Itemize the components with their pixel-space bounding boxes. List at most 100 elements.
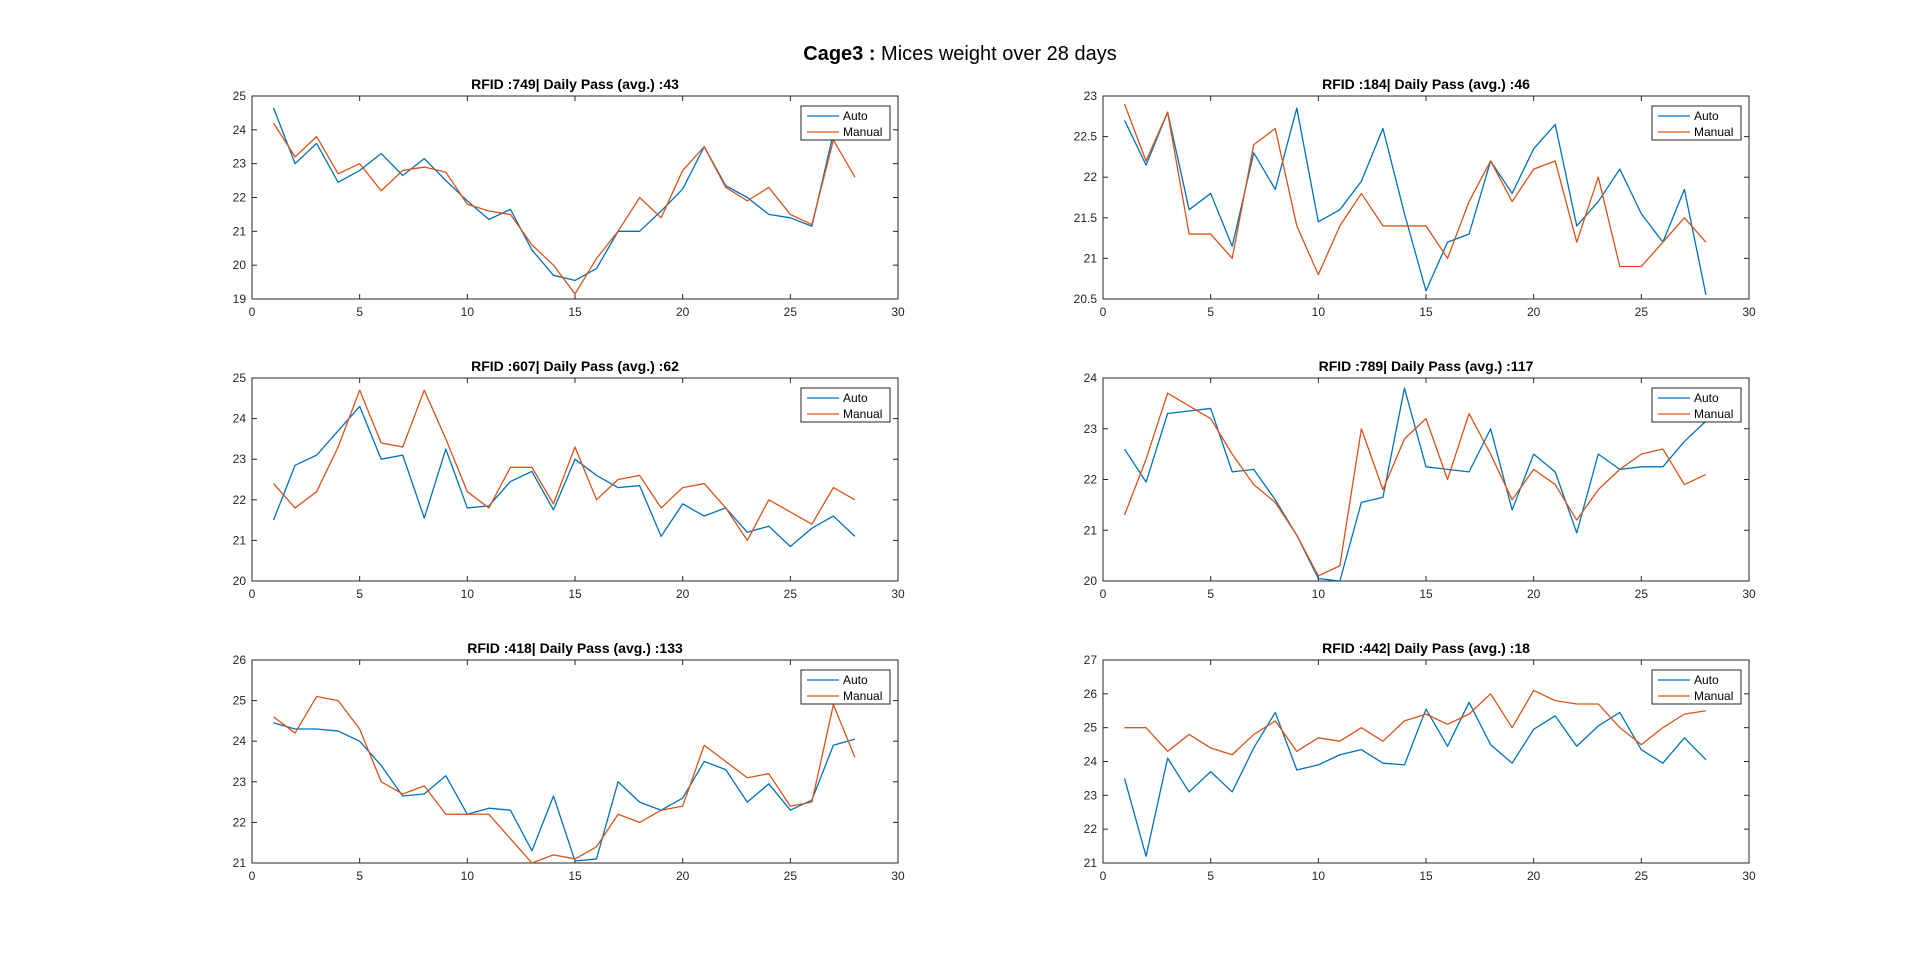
subplot-3: RFID :607| Daily Pass (avg.) :62 0 5 10 15 20… <box>233 358 905 601</box>
series-line-manual <box>273 695 856 863</box>
y-tick-label: 26 <box>1084 687 1098 701</box>
y-tick-label: 22 <box>233 493 247 507</box>
subplot-5: RFID :418| Daily Pass (avg.) :133 0 5 10 15 2… <box>233 640 905 883</box>
y-tick-label: 23 <box>1084 788 1098 802</box>
y-tick-label: 25 <box>1084 721 1098 735</box>
legend-label-auto: Auto <box>1694 391 1719 405</box>
y-tick-label: 19 <box>233 292 247 306</box>
subplot-6: RFID :442| Daily Pass (avg.) :18 0 5 10 15 20… <box>1084 640 1756 883</box>
x-tick-label: 15 <box>568 869 582 883</box>
y-tick-label: 24 <box>233 412 247 426</box>
x-tick-label: 10 <box>461 305 475 319</box>
x-tick-label: 5 <box>1207 869 1214 883</box>
y-tick-label: 25 <box>233 694 247 708</box>
x-tick-label: 20 <box>676 305 690 319</box>
series-line-auto <box>272 107 835 282</box>
legend-box <box>1651 105 1742 141</box>
subplot-title: RFID :749| Daily Pass (avg.) :43 <box>471 76 679 92</box>
x-tick-label: 15 <box>568 305 582 319</box>
x-tick-label: 0 <box>1100 869 1107 883</box>
x-tick-label: 10 <box>1312 587 1326 601</box>
subplot-title: RFID :789| Daily Pass (avg.) :117 <box>1319 358 1534 374</box>
y-tick-label: 23 <box>1084 89 1098 103</box>
y-tick-label: 26 <box>233 653 247 667</box>
series-line-manual <box>272 122 856 295</box>
y-tick-label: 22 <box>1084 170 1098 184</box>
legend-label-manual: Manual <box>843 407 882 421</box>
y-tick-label: 23 <box>233 452 247 466</box>
x-tick-label: 30 <box>1742 587 1756 601</box>
legend-box <box>800 105 891 141</box>
legend: Auto Manual <box>1651 387 1742 423</box>
series-line-manual <box>1124 689 1707 756</box>
y-tick-label: 24 <box>1084 371 1098 385</box>
legend-box <box>1651 669 1742 705</box>
x-tick-label: 20 <box>676 587 690 601</box>
x-tick-label: 30 <box>1742 305 1756 319</box>
x-tick-label: 20 <box>1527 305 1541 319</box>
x-tick-label: 25 <box>1635 869 1649 883</box>
x-tick-label: 15 <box>1419 305 1433 319</box>
subplot-2: RFID :184| Daily Pass (avg.) :46 0 5 10 15 20… <box>1074 76 1756 319</box>
legend-label-auto: Auto <box>843 109 868 123</box>
x-tick-label: 25 <box>784 587 798 601</box>
x-tick-label: 10 <box>1312 305 1326 319</box>
plot-area <box>251 95 899 300</box>
y-tick-label: 21 <box>1084 856 1098 870</box>
legend-box <box>800 669 891 705</box>
subplot-title: RFID :607| Daily Pass (avg.) :62 <box>471 358 679 374</box>
y-tick-label: 23 <box>233 157 247 171</box>
x-tick-label: 5 <box>356 869 363 883</box>
legend: Auto Manual <box>1651 669 1742 705</box>
legend-label-manual: Manual <box>1694 407 1733 421</box>
x-tick-label: 25 <box>784 869 798 883</box>
x-tick-label: 0 <box>249 587 256 601</box>
y-tick-label: 21 <box>1084 523 1098 537</box>
y-tick-label: 20 <box>233 574 247 588</box>
legend-label-manual: Manual <box>1694 689 1733 703</box>
y-tick-label: 20.5 <box>1074 292 1098 306</box>
series-line-auto <box>1123 107 1707 296</box>
subplot-title: RFID :418| Daily Pass (avg.) :133 <box>467 640 683 656</box>
legend: Auto Manual <box>1651 105 1742 141</box>
x-tick-label: 5 <box>1207 305 1214 319</box>
subplot-grid: RFID :749| Daily Pass (avg.) :43 0 5 10 15 20… <box>233 76 1756 883</box>
x-tick-label: 15 <box>568 587 582 601</box>
figure-title: Cage3 : Mices weight over 28 days <box>803 43 1116 65</box>
x-tick-label: 10 <box>1312 869 1326 883</box>
y-tick-label: 21.5 <box>1074 211 1098 225</box>
x-tick-label: 0 <box>249 305 256 319</box>
x-tick-label: 20 <box>676 869 690 883</box>
x-tick-label: 15 <box>1419 869 1433 883</box>
y-tick-label: 21 <box>233 224 247 238</box>
legend-box <box>1651 387 1742 423</box>
x-tick-label: 0 <box>249 869 256 883</box>
y-tick-label: 21 <box>233 856 247 870</box>
y-tick-label: 27 <box>1084 653 1098 667</box>
subplot-4: RFID :789| Daily Pass (avg.) :117 0 5 10 15 2… <box>1084 358 1756 601</box>
subplot-1: RFID :749| Daily Pass (avg.) :43 0 5 10 15 20… <box>233 76 905 319</box>
plot-area <box>1102 377 1750 582</box>
y-tick-label: 24 <box>1084 755 1098 769</box>
x-tick-label: 30 <box>1742 869 1756 883</box>
y-tick-label: 25 <box>233 89 247 103</box>
y-tick-label: 22 <box>233 815 247 829</box>
x-tick-label: 10 <box>461 869 475 883</box>
legend-label-auto: Auto <box>843 391 868 405</box>
y-tick-label: 22.5 <box>1074 130 1098 144</box>
plot-area <box>251 659 899 864</box>
legend-label-auto: Auto <box>1694 673 1719 687</box>
legend-box <box>800 387 891 423</box>
x-tick-label: 25 <box>1635 305 1649 319</box>
x-tick-label: 0 <box>1100 305 1107 319</box>
y-tick-label: 20 <box>1084 574 1098 588</box>
x-tick-label: 25 <box>784 305 798 319</box>
series-line-manual <box>1123 103 1707 276</box>
y-tick-label: 22 <box>1084 473 1098 487</box>
x-tick-label: 30 <box>891 305 905 319</box>
y-tick-label: 25 <box>233 371 247 385</box>
y-tick-label: 23 <box>233 775 247 789</box>
x-tick-label: 10 <box>461 587 475 601</box>
x-tick-label: 20 <box>1527 587 1541 601</box>
legend: Auto Manual <box>800 669 891 705</box>
